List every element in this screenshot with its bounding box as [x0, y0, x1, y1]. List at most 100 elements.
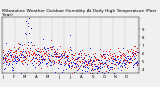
- Point: [9, 60, 11, 62]
- Point: [26, 54, 28, 56]
- Point: [70, 66, 72, 67]
- Point: [112, 58, 115, 60]
- Point: [112, 52, 115, 53]
- Point: [39, 51, 41, 53]
- Point: [4, 63, 7, 64]
- Point: [94, 56, 97, 58]
- Point: [131, 51, 133, 52]
- Point: [74, 62, 76, 63]
- Point: [75, 67, 77, 68]
- Point: [124, 56, 126, 58]
- Point: [30, 27, 32, 29]
- Point: [53, 52, 56, 53]
- Point: [50, 61, 53, 63]
- Point: [41, 50, 44, 52]
- Point: [52, 59, 54, 61]
- Point: [127, 55, 129, 57]
- Point: [88, 56, 90, 57]
- Point: [11, 70, 13, 71]
- Point: [93, 52, 96, 53]
- Point: [123, 53, 125, 54]
- Point: [81, 70, 84, 71]
- Point: [62, 57, 65, 58]
- Point: [104, 63, 106, 64]
- Point: [44, 53, 46, 54]
- Point: [131, 52, 133, 54]
- Point: [113, 55, 116, 56]
- Point: [22, 56, 24, 57]
- Point: [67, 57, 69, 59]
- Point: [118, 61, 120, 62]
- Point: [86, 60, 89, 62]
- Point: [36, 54, 38, 56]
- Point: [38, 50, 40, 52]
- Point: [10, 54, 12, 56]
- Point: [23, 55, 26, 56]
- Point: [129, 56, 132, 57]
- Point: [31, 54, 33, 56]
- Point: [110, 55, 113, 57]
- Point: [54, 52, 57, 54]
- Point: [79, 52, 82, 54]
- Point: [55, 53, 57, 54]
- Point: [33, 45, 35, 46]
- Point: [106, 57, 109, 59]
- Point: [102, 54, 104, 55]
- Point: [93, 59, 95, 61]
- Point: [120, 66, 123, 68]
- Point: [44, 63, 47, 64]
- Point: [83, 52, 86, 53]
- Point: [82, 61, 84, 63]
- Point: [104, 53, 106, 54]
- Point: [86, 71, 88, 72]
- Point: [40, 55, 42, 57]
- Point: [36, 47, 39, 49]
- Point: [65, 56, 67, 57]
- Point: [30, 41, 32, 42]
- Point: [63, 61, 66, 63]
- Point: [12, 52, 14, 53]
- Point: [48, 55, 50, 56]
- Point: [31, 44, 34, 46]
- Point: [122, 56, 125, 57]
- Point: [14, 56, 17, 58]
- Point: [53, 61, 56, 63]
- Point: [114, 60, 116, 61]
- Point: [88, 62, 90, 64]
- Point: [134, 62, 137, 64]
- Point: [20, 53, 23, 54]
- Point: [123, 64, 126, 66]
- Point: [136, 51, 139, 53]
- Point: [14, 59, 16, 60]
- Point: [7, 54, 10, 55]
- Point: [131, 49, 134, 50]
- Point: [47, 55, 49, 57]
- Point: [73, 63, 76, 64]
- Point: [38, 61, 41, 62]
- Point: [126, 67, 128, 68]
- Point: [29, 61, 31, 62]
- Point: [132, 66, 134, 68]
- Point: [86, 65, 88, 66]
- Point: [111, 69, 113, 70]
- Point: [5, 62, 8, 63]
- Point: [57, 67, 60, 68]
- Point: [3, 58, 5, 59]
- Point: [9, 57, 12, 58]
- Point: [107, 64, 109, 65]
- Point: [23, 56, 26, 58]
- Point: [116, 57, 118, 58]
- Point: [12, 67, 14, 68]
- Point: [70, 72, 73, 74]
- Point: [125, 59, 128, 60]
- Point: [16, 60, 18, 62]
- Point: [38, 54, 41, 55]
- Point: [118, 62, 120, 64]
- Point: [49, 54, 52, 56]
- Point: [56, 53, 58, 54]
- Point: [83, 61, 86, 62]
- Point: [72, 58, 74, 59]
- Point: [30, 50, 33, 52]
- Point: [57, 59, 60, 61]
- Point: [49, 59, 52, 61]
